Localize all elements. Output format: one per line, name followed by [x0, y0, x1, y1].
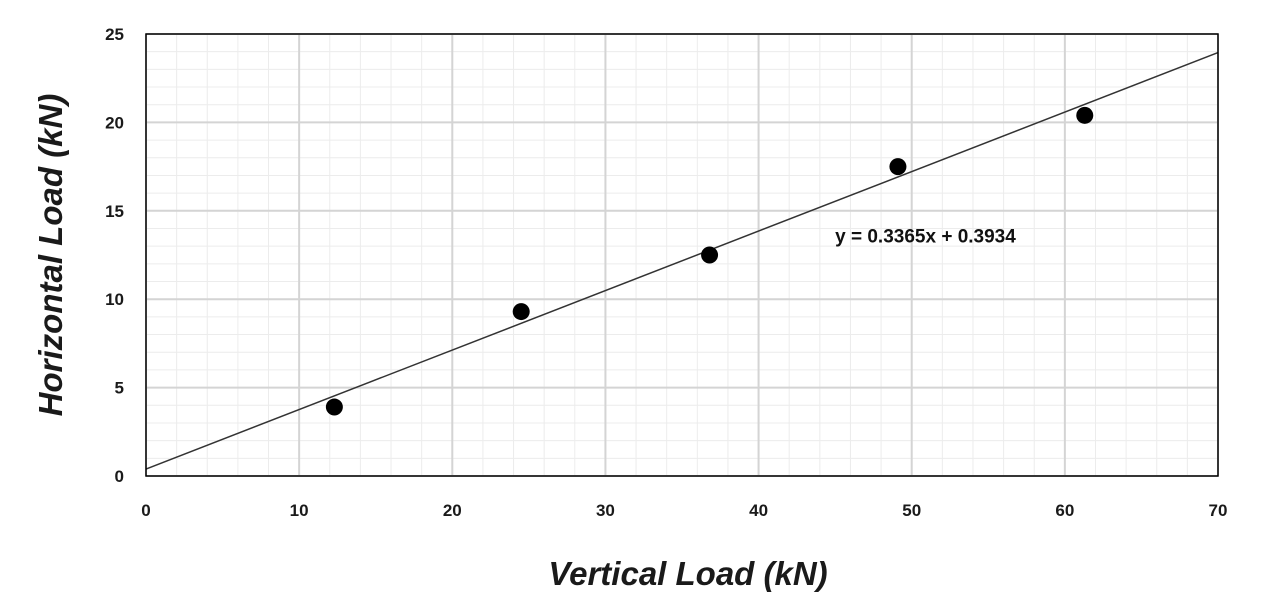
- x-tick-label: 40: [749, 501, 768, 520]
- y-tick-label: 0: [115, 467, 124, 486]
- y-tick-label: 20: [105, 113, 124, 132]
- x-tick-label: 0: [141, 501, 150, 520]
- data-point: [325, 398, 343, 416]
- annotations: y = 0.3365x + 0.3934: [835, 227, 1016, 248]
- y-tick-label: 10: [105, 290, 124, 309]
- x-axis-title: Vertical Load (kN): [548, 555, 827, 592]
- trendline-layer: [145, 51, 1219, 470]
- x-tick-label: 60: [1055, 501, 1074, 520]
- y-tick-labels: 0 5 10 15 20 25: [105, 25, 124, 486]
- x-tick-label: 20: [443, 501, 462, 520]
- y-tick-label: 5: [115, 379, 124, 398]
- data-point: [512, 303, 530, 321]
- y-tick-label: 25: [105, 25, 124, 44]
- data-point: [889, 158, 907, 176]
- major-grid: [145, 33, 1219, 477]
- x-tick-label: 10: [290, 501, 309, 520]
- x-tick-label: 30: [596, 501, 615, 520]
- data-point: [701, 246, 719, 264]
- y-tick-label: 15: [105, 202, 124, 221]
- x-tick-label: 50: [902, 501, 921, 520]
- x-tick-label: 70: [1209, 501, 1228, 520]
- trendline: [145, 51, 1219, 470]
- data-points: [325, 106, 1094, 416]
- y-axis-title: Horizontal Load (kN): [32, 94, 69, 417]
- plot-frame: [145, 33, 1219, 477]
- minor-grid: [145, 33, 1219, 477]
- trendline-equation: y = 0.3365x + 0.3934: [835, 227, 1016, 248]
- data-point: [1076, 106, 1094, 124]
- x-tick-labels: 0 10 20 30 40 50 60 70: [141, 501, 1227, 520]
